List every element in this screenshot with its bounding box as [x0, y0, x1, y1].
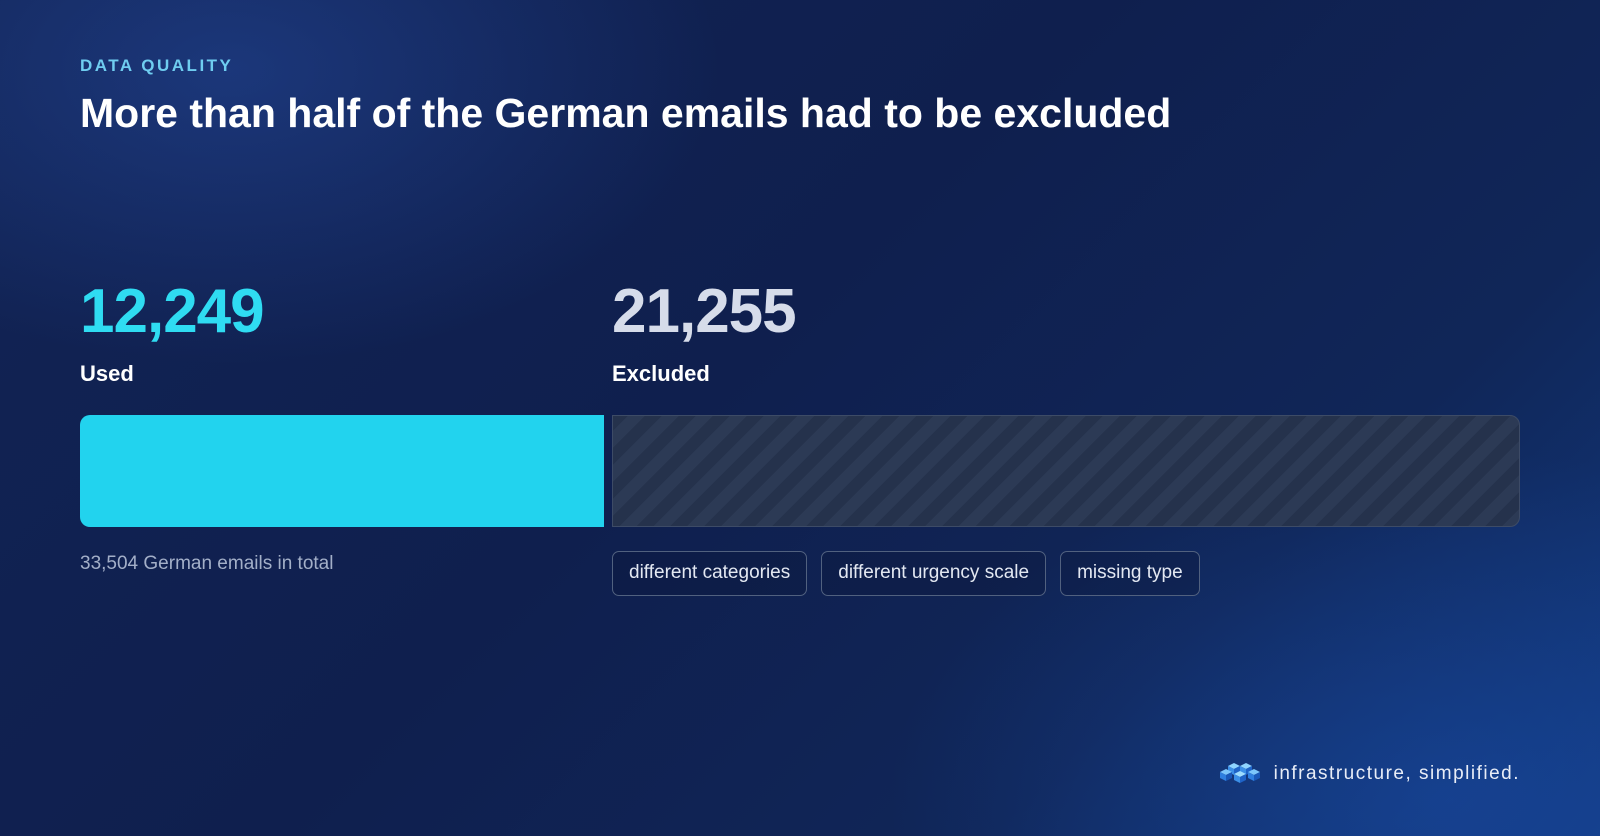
stat-used-label: Used	[80, 361, 134, 386]
stat-excluded-value: 21,255	[612, 277, 797, 346]
bar-segment-used	[80, 415, 604, 527]
stat-used-value: 12,249	[80, 277, 265, 346]
page-title: More than half of the German emails had …	[80, 90, 1172, 136]
brand-tagline: infrastructure, simplified.	[1273, 763, 1520, 784]
tag-different-urgency-scale: different urgency scale	[821, 551, 1047, 596]
stacked-cubes-icon	[1219, 763, 1260, 783]
exclusion-reason-tags: different categories different urgency s…	[612, 551, 1200, 596]
eyebrow-label: DATA QUALITY	[80, 56, 234, 75]
stat-excluded-label: Excluded	[612, 361, 710, 386]
bar-segment-excluded	[612, 415, 1520, 527]
tag-different-categories: different categories	[612, 551, 808, 596]
tag-missing-type: missing type	[1060, 551, 1200, 596]
brand: infrastructure, simplified.	[1218, 758, 1520, 790]
stacked-bar	[80, 415, 1520, 527]
total-note: 33,504 German emails in total	[80, 553, 334, 574]
